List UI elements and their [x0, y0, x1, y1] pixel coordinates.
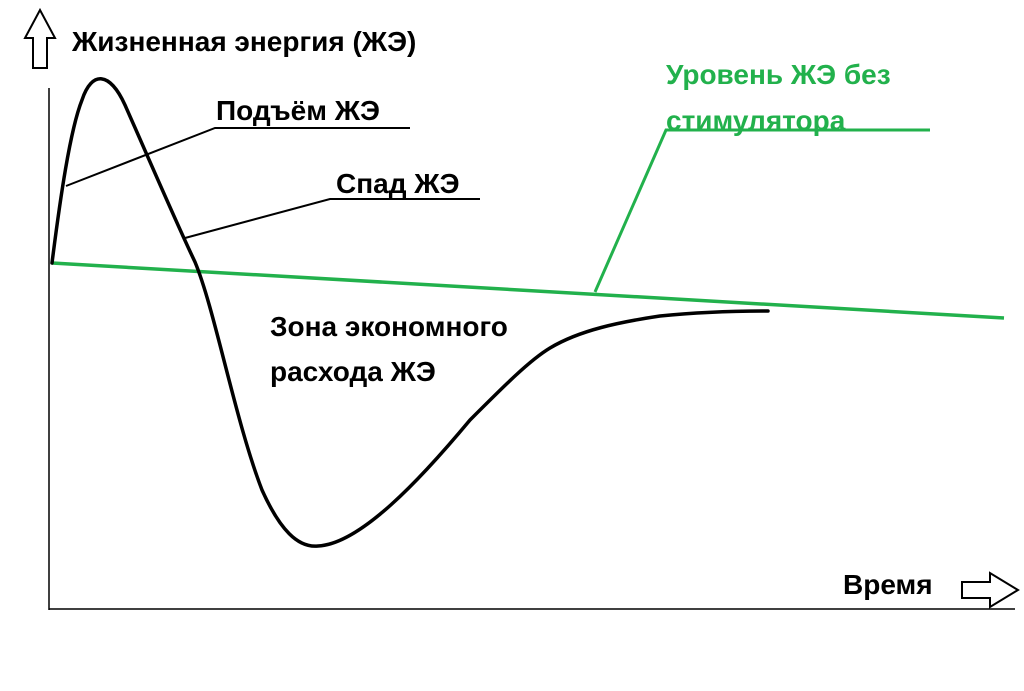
y-axis-arrow-icon [23, 7, 57, 69]
economy-zone-label-line2: расхода ЖЭ [270, 356, 436, 387]
x-axis-arrow-icon [961, 571, 1020, 609]
fall-label: Спад ЖЭ [336, 168, 460, 199]
baseline-line [51, 261, 1005, 320]
fall-leader [184, 198, 480, 239]
baseline-leader [593, 128, 930, 293]
x-axis-title: Время [843, 569, 933, 600]
rise-label: Подъём ЖЭ [216, 95, 380, 126]
baseline-label-line1: Уровень ЖЭ без [666, 59, 891, 90]
baseline-label: Уровень ЖЭ без стимулятора [666, 52, 966, 144]
energy-curve [50, 77, 770, 548]
economy-zone-label: Зона экономного расхода ЖЭ [270, 304, 570, 394]
rise-leader [65, 127, 410, 187]
y-axis-title: Жизненная энергия (ЖЭ) [72, 26, 417, 57]
baseline-label-line2: стимулятора [666, 105, 846, 136]
economy-zone-label-line1: Зона экономного [270, 311, 508, 342]
